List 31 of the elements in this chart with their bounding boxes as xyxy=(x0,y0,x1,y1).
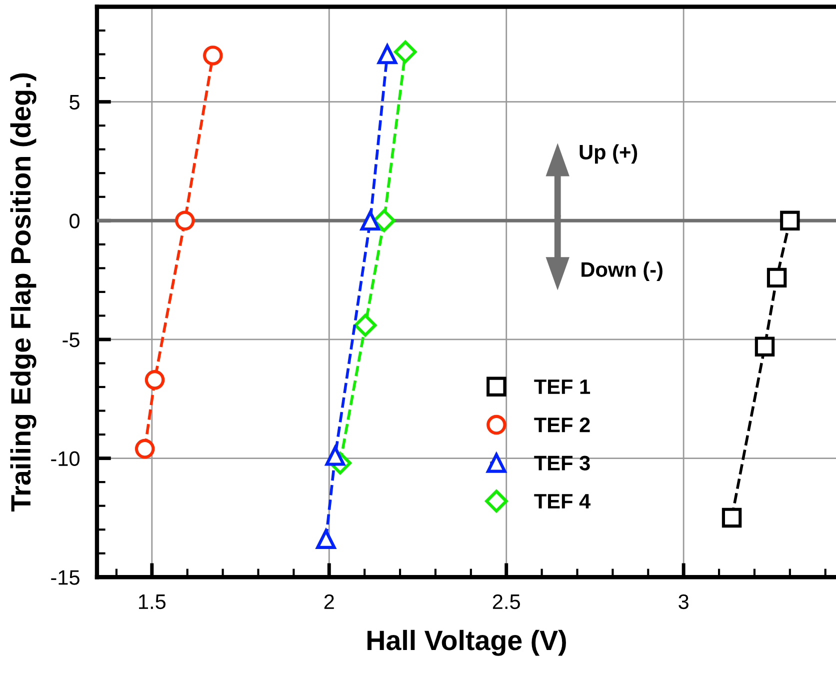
y-tick-label: 5 xyxy=(70,95,80,110)
point xyxy=(754,336,775,356)
point xyxy=(203,46,223,66)
point xyxy=(372,209,396,232)
legend-label: TEF 3 xyxy=(534,456,590,470)
y-tick-label: -15 xyxy=(51,570,80,585)
point xyxy=(360,210,380,231)
annotation: Up (+) xyxy=(580,144,638,164)
point xyxy=(354,314,377,337)
point xyxy=(316,529,336,549)
legend-label: TEF 2 xyxy=(534,418,590,432)
point xyxy=(377,44,398,64)
y-tick-label: -10 xyxy=(51,451,80,466)
point xyxy=(175,210,195,231)
point xyxy=(134,438,155,459)
point xyxy=(766,268,787,288)
x-tick-label: 1.5 xyxy=(139,594,166,610)
point xyxy=(780,210,800,231)
point xyxy=(394,40,417,64)
y-tick-label: -5 xyxy=(62,332,80,348)
legend-label: TEF 4 xyxy=(534,494,591,508)
y-tick-label: 0 xyxy=(70,214,80,228)
point xyxy=(144,370,165,390)
annotation: Down (-) xyxy=(582,262,662,282)
point xyxy=(722,508,742,528)
x-axis-title: Hall Voltage (V) xyxy=(368,630,566,656)
x-tick-label: 2 xyxy=(324,594,334,609)
legend-label: TEF 1 xyxy=(534,380,590,394)
x-tick-label: 2.5 xyxy=(492,594,520,610)
x-tick-label: 3 xyxy=(678,594,688,610)
y-axis-title: Trailing Edge Flap Position (deg.) xyxy=(10,73,36,512)
